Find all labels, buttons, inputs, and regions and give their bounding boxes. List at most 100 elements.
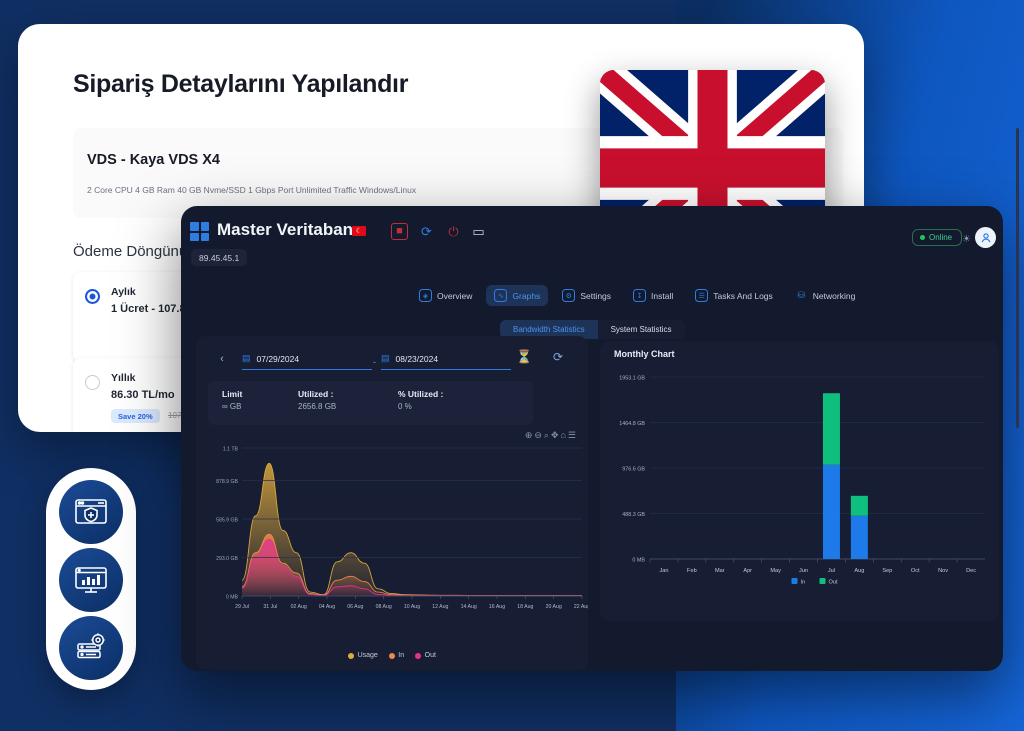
tab-tasks-and-logs[interactable]: ☰ Tasks And Logs xyxy=(687,285,781,306)
cycle-price-yearly: 86.30 TL/mo xyxy=(111,389,175,401)
calendar-icon: ▤ xyxy=(242,353,251,363)
svg-text:Sep: Sep xyxy=(882,568,892,574)
start-date-input[interactable]: ▤ 07/29/2024 xyxy=(242,348,372,370)
chart-toolbar[interactable]: ⊕⊖⌕✥⌂☰ xyxy=(524,430,578,440)
monthly-chart-title: Monthly Chart xyxy=(614,349,675,359)
svg-text:Apr: Apr xyxy=(743,568,752,574)
stat-percent-key: % Utilized : xyxy=(398,389,444,399)
tab-install[interactable]: ↧ Install xyxy=(625,285,681,306)
stat-utilized-value: 2656.8 GB xyxy=(298,402,337,411)
chart-line-icon: ∿ xyxy=(494,289,508,302)
status-label: Online xyxy=(929,233,953,242)
power-button[interactable]: ⏻ xyxy=(448,224,459,239)
tab-install-label: Install xyxy=(651,290,674,301)
feature-icon-rail xyxy=(46,468,136,690)
plan-name: VDS - Kaya VDS X4 xyxy=(87,152,220,168)
svg-text:Jun: Jun xyxy=(799,568,808,574)
tr-flag-icon: ☾ xyxy=(352,226,366,236)
svg-text:Aug: Aug xyxy=(854,568,864,574)
legend-out: Out xyxy=(415,652,436,659)
legend-in: In xyxy=(388,652,404,659)
stat-limit-key: Limit xyxy=(222,389,243,399)
sliders-icon: ⚙ xyxy=(562,289,576,302)
compass-icon: ◈ xyxy=(419,289,432,302)
bandwidth-legend: Usage In Out xyxy=(196,652,588,659)
bandwidth-area-chart xyxy=(241,462,582,597)
billing-cycle-label: Ödeme Döngünüzü xyxy=(73,243,204,260)
subtab-system-statistics[interactable]: System Statistics xyxy=(597,320,685,339)
svg-text:May: May xyxy=(770,568,781,574)
legend-usage: Usage xyxy=(348,652,378,659)
browser-shield-icon[interactable] xyxy=(59,480,123,544)
range-separator: - xyxy=(373,357,376,367)
bandwidth-chart-card: ‹ ▤ 07/29/2024 - ▤ 08/23/2024 ⏳ ⟳ Limit … xyxy=(196,336,588,670)
radio-monthly[interactable] xyxy=(85,289,100,304)
stat-percent-utilized: % Utilized : 0 % xyxy=(398,389,443,411)
monthly-bar-chart: 1953.1 GB 1464.8 GB 976.6 GB 488.3 GB 0 MB Ja… xyxy=(619,376,985,585)
tab-overview[interactable]: ◈ Overview xyxy=(411,285,480,306)
sun-icon[interactable]: ☀ xyxy=(962,234,971,245)
tab-graphs-label: Graphs xyxy=(512,290,541,301)
stat-limit: Limit ∞ GB xyxy=(222,389,242,411)
svg-text:Dec: Dec xyxy=(966,568,976,574)
radio-yearly[interactable] xyxy=(85,375,100,390)
monitor-chart-icon[interactable] xyxy=(59,548,123,612)
svg-text:In: In xyxy=(801,579,806,585)
old-price: 107.88 xyxy=(168,411,192,420)
reload-button[interactable]: ⟳ xyxy=(421,224,432,239)
svg-text:488.3 GB: 488.3 GB xyxy=(622,512,645,518)
tab-networking[interactable]: ⛁ Networking xyxy=(787,285,864,306)
filter-icon[interactable]: ⏳ xyxy=(516,349,533,364)
stop-button[interactable]: ■ xyxy=(391,223,408,240)
tab-networking-label: Networking xyxy=(812,290,856,301)
network-icon: ⛁ xyxy=(797,290,806,300)
user-avatar[interactable] xyxy=(975,227,996,248)
refresh-icon[interactable]: ⟳ xyxy=(553,350,564,364)
dashboard-title: Master Veritabanı xyxy=(217,220,358,239)
usage-stats-strip: Limit ∞ GB Utilized : 2656.8 GB % Utiliz… xyxy=(208,381,533,425)
svg-text:1464.8 GB: 1464.8 GB xyxy=(619,421,645,427)
dashboard-nav-tabs: ◈ Overview ∿ Graphs ⚙ Settings ↧ Install… xyxy=(411,285,863,306)
subtab-bandwidth-statistics[interactable]: Bandwidth Statistics xyxy=(500,320,598,339)
end-date-input[interactable]: ▤ 08/23/2024 xyxy=(381,348,511,370)
server-gear-icon[interactable] xyxy=(59,616,123,680)
cycle-name-yearly: Yıllık xyxy=(111,372,136,384)
tab-settings-label: Settings xyxy=(580,290,612,301)
date-range-row: ‹ ▤ 07/29/2024 - ▤ 08/23/2024 ⏳ ⟳ xyxy=(196,336,588,382)
status-dot-icon xyxy=(920,235,925,240)
svg-text:Jan: Jan xyxy=(659,568,668,574)
tab-overview-label: Overview xyxy=(437,290,473,301)
start-date-value: 07/29/2024 xyxy=(256,353,300,364)
svg-text:Mar: Mar xyxy=(715,568,725,574)
install-icon: ↧ xyxy=(633,289,647,302)
page-title: Sipariş Detaylarını Yapılandır xyxy=(73,70,409,98)
cycle-name-monthly: Aylık xyxy=(111,286,136,298)
svg-text:0 MB: 0 MB xyxy=(632,558,645,564)
console-button[interactable]: ▭ xyxy=(472,224,485,239)
stat-utilized-key: Utilized : xyxy=(298,389,334,399)
stat-utilized: Utilized : 2656.8 GB xyxy=(298,389,336,411)
tab-tasks-and-logs-label: Tasks And Logs xyxy=(713,290,773,301)
end-date-value: 08/23/2024 xyxy=(395,353,439,364)
svg-text:1953.1 GB: 1953.1 GB xyxy=(619,376,645,382)
chevron-left-icon[interactable]: ‹ xyxy=(220,353,224,365)
dashboard-sub-tabs: Bandwidth Statistics System Statistics xyxy=(500,320,685,339)
tab-graphs[interactable]: ∿ Graphs xyxy=(486,285,549,306)
tasks-icon: ☰ xyxy=(695,289,709,302)
svg-text:Nov: Nov xyxy=(938,568,948,574)
windows-logo-icon xyxy=(190,222,209,241)
stat-percent-value: 0 % xyxy=(398,402,412,411)
stat-limit-value: ∞ GB xyxy=(222,402,242,411)
svg-text:976.6 GB: 976.6 GB xyxy=(622,467,645,473)
ip-address-badge[interactable]: 89.45.45.1 xyxy=(191,249,248,266)
svg-text:Feb: Feb xyxy=(687,568,697,574)
svg-text:Jul: Jul xyxy=(828,568,835,574)
calendar-icon-end: ▤ xyxy=(381,353,390,363)
save-badge: Save 20% xyxy=(111,409,160,423)
tab-settings[interactable]: ⚙ Settings xyxy=(554,285,619,306)
svg-text:Oct: Oct xyxy=(911,568,920,574)
plan-specs: 2 Core CPU 4 GB Ram 40 GB Nvme/SSD 1 Gbp… xyxy=(87,185,417,195)
dashboard-scrollbar[interactable] xyxy=(1016,128,1019,428)
svg-text:Out: Out xyxy=(829,579,838,585)
monthly-chart-card: Monthly Chart 1953.1 GB 1464.8 GB 976.6 GB… xyxy=(600,341,999,621)
